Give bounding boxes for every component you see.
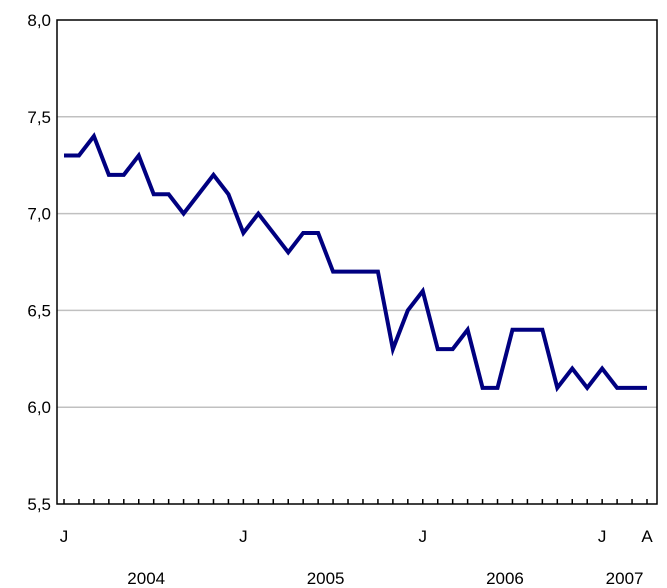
x-axis-ticks [63,499,648,504]
y-tick-label: 5,5 [27,495,51,514]
x-month-label: J [60,527,69,546]
x-month-label: A [641,527,653,546]
y-tick-label: 6,5 [27,301,51,320]
series-lines [63,132,648,393]
x-month-label: J [239,527,248,546]
plot-frame [56,19,658,505]
y-tick-label: 7,5 [27,108,51,127]
x-month-label: J [598,527,607,546]
x-year-label: 2006 [486,569,524,588]
x-year-label: 2005 [307,569,345,588]
y-tick-label: 7,0 [27,205,51,224]
gridlines [57,116,657,408]
y-tick-label: 6,0 [27,398,51,417]
y-tick-label: 8,0 [27,11,51,30]
x-year-label: 2004 [127,569,165,588]
x-axis-year-labels: 2004 2005 2006 2007 [127,569,643,588]
x-year-label: 2007 [606,569,644,588]
x-month-label: J [419,527,428,546]
series-line [64,132,647,393]
y-axis-tick-labels: 8,0 7,5 7,0 6,5 6,0 5,5 [27,11,51,514]
